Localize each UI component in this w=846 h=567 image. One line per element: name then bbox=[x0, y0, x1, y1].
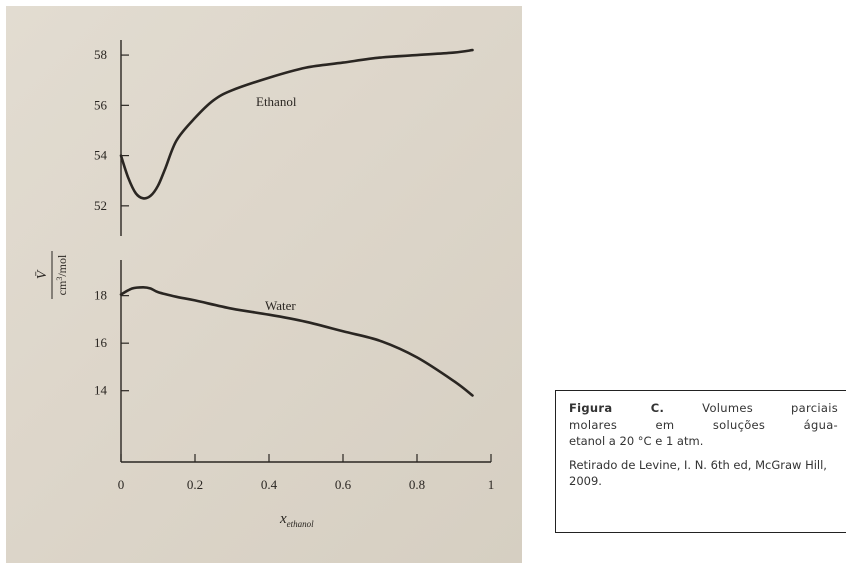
y-tick-label-ethanol-56: 56 bbox=[94, 97, 108, 112]
series bbox=[119, 48, 474, 397]
series-line-ethanol bbox=[119, 48, 474, 200]
y-tick-label-ethanol-54: 54 bbox=[94, 148, 108, 163]
y-tick-label-water-14: 14 bbox=[94, 383, 108, 398]
y-axis-unit-main: cm bbox=[55, 280, 69, 295]
y-axis-unit-rest: /mol bbox=[55, 254, 69, 277]
x-axis-label-main: x bbox=[279, 511, 287, 527]
caption-figure-label: Figura C. bbox=[569, 401, 665, 415]
ticks: 52 54 56 58 14 16 18 0 0.2 0.4 0.6 0.8 1 bbox=[94, 47, 494, 492]
x-tick-label-0.4: 0.4 bbox=[261, 477, 278, 492]
textbook-figure-photo bbox=[6, 6, 522, 563]
y-tick-label-water-16: 16 bbox=[94, 335, 108, 350]
x-tick-label-0: 0 bbox=[118, 477, 125, 492]
x-tick-label-0.8: 0.8 bbox=[409, 477, 425, 492]
caption-line-1: Figura C. Volumes parciais bbox=[569, 400, 838, 417]
x-axis-label-sub: ethanol bbox=[287, 519, 314, 529]
series-line-water bbox=[119, 285, 474, 397]
caption-line-3: etanol a 20 °C e 1 atm. bbox=[569, 434, 704, 448]
x-tick-label-0.6: 0.6 bbox=[335, 477, 352, 492]
caption-line-1-text: Volumes parciais bbox=[664, 401, 838, 415]
y-tick-label-water-18: 18 bbox=[94, 288, 107, 303]
x-axis-label: xethanol bbox=[279, 511, 314, 529]
caption-source: Retirado de Levine, I. N. 6th ed, McGraw… bbox=[569, 457, 827, 489]
caption-line-2: molares em soluções água- bbox=[569, 417, 838, 432]
series-label-water: Water bbox=[265, 298, 296, 313]
x-tick-label-0.2: 0.2 bbox=[187, 477, 203, 492]
y-axis-label-unit: cm3/mol bbox=[55, 254, 69, 295]
labels: Ethanol Water xethanol V̄ cm3/mol bbox=[35, 94, 314, 529]
x-tick-label-1: 1 bbox=[488, 477, 495, 492]
axes bbox=[120, 40, 491, 463]
y-tick-label-ethanol-58: 58 bbox=[94, 47, 107, 62]
figure-caption: Figura C. Volumes parciais molares em so… bbox=[555, 390, 846, 533]
y-axis-label-symbol: V̄ bbox=[35, 269, 50, 279]
series-label-ethanol: Ethanol bbox=[256, 94, 297, 109]
y-axis-label: V̄ cm3/mol bbox=[35, 251, 69, 299]
y-axis-unit-sup: 3 bbox=[55, 277, 64, 281]
y-tick-label-ethanol-52: 52 bbox=[94, 198, 107, 213]
